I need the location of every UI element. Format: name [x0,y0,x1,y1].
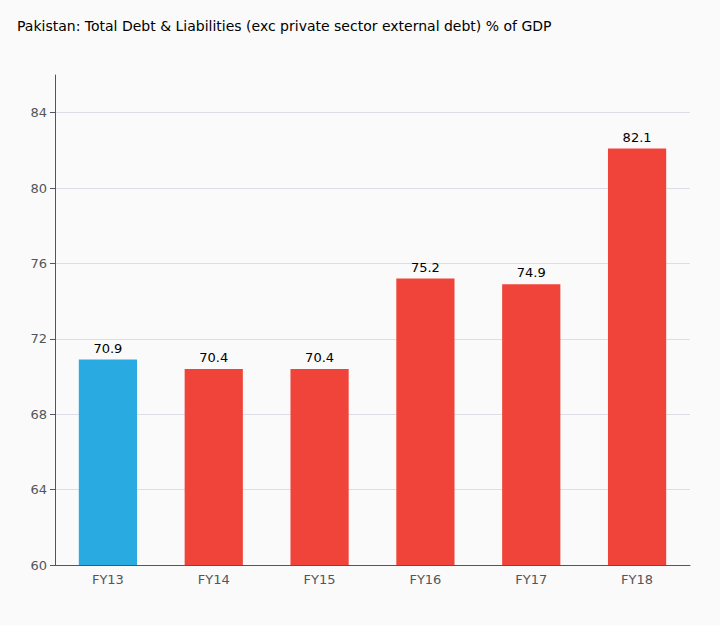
svg-text:80: 80 [30,181,47,196]
svg-text:82.1: 82.1 [623,130,652,145]
svg-text:84: 84 [30,105,47,120]
svg-text:68: 68 [30,407,47,422]
svg-text:FY17: FY17 [515,572,547,587]
svg-text:70.4: 70.4 [199,350,228,365]
svg-text:60: 60 [30,558,47,573]
svg-text:FY18: FY18 [621,572,653,587]
svg-text:Pakistan: Total Debt & Liabili: Pakistan: Total Debt & Liabilities (exc … [17,18,552,34]
svg-text:75.2: 75.2 [411,260,440,275]
svg-text:70.9: 70.9 [93,341,122,356]
svg-text:76: 76 [30,256,47,271]
svg-text:FY16: FY16 [409,572,441,587]
svg-text:74.9: 74.9 [517,265,546,280]
svg-text:72: 72 [30,331,47,346]
svg-text:FY13: FY13 [92,572,124,587]
svg-text:64: 64 [30,482,47,497]
svg-text:FY14: FY14 [198,572,230,587]
svg-text:70.4: 70.4 [305,350,334,365]
svg-text:FY15: FY15 [304,572,336,587]
